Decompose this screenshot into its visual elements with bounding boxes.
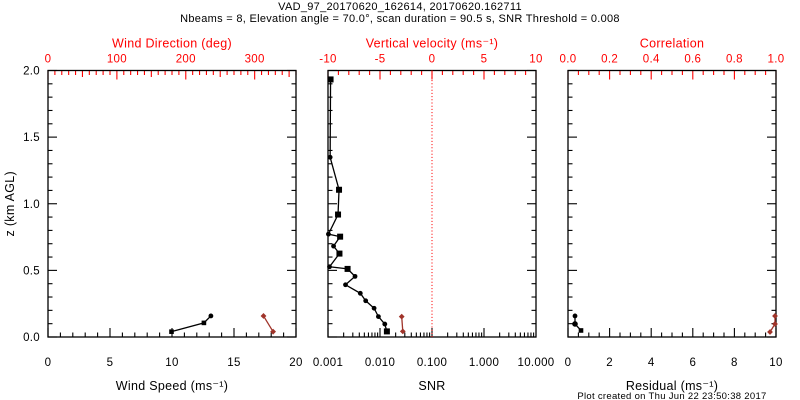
svg-text:15: 15 [227,357,240,369]
svg-text:0.5: 0.5 [23,265,40,277]
svg-text:0.010: 0.010 [365,357,395,369]
svg-text:8: 8 [731,357,738,369]
svg-text:Plot created on Thu Jun 22 23:: Plot created on Thu Jun 22 23:50:38 2017 [577,391,766,400]
svg-text:10: 10 [165,357,178,369]
svg-text:VAD_97_20170620_162614, 201706: VAD_97_20170620_162614, 20170620.162711 [278,1,522,13]
svg-text:0.6: 0.6 [684,54,701,66]
svg-text:300: 300 [245,54,265,66]
svg-text:10.000: 10.000 [518,357,555,369]
svg-text:Vertical velocity (ms⁻¹): Vertical velocity (ms⁻¹) [366,37,499,51]
svg-text:0.8: 0.8 [726,54,743,66]
svg-text:0.4: 0.4 [643,54,660,66]
svg-text:0.100: 0.100 [417,357,447,369]
svg-text:Wind Direction (deg): Wind Direction (deg) [112,37,232,51]
svg-text:z (km AGL): z (km AGL) [3,171,17,237]
svg-text:100: 100 [107,54,127,66]
svg-text:-10: -10 [319,54,337,66]
svg-text:20: 20 [289,357,302,369]
svg-text:0: 0 [429,54,436,66]
svg-text:6: 6 [689,357,696,369]
svg-text:Nbeams = 8, Elevation angle =: Nbeams = 8, Elevation angle = 70.0°, sca… [180,13,620,25]
svg-text:200: 200 [176,54,196,66]
svg-text:10: 10 [769,357,782,369]
svg-text:1.0: 1.0 [768,54,785,66]
svg-text:5: 5 [481,54,488,66]
svg-text:SNR: SNR [418,379,445,393]
svg-text:-5: -5 [375,54,386,66]
svg-text:Correlation: Correlation [640,37,704,51]
svg-text:1.0: 1.0 [23,199,40,211]
svg-text:0.0: 0.0 [23,332,40,344]
svg-text:1.000: 1.000 [469,357,499,369]
svg-text:2.0: 2.0 [23,66,40,78]
svg-text:0: 0 [565,357,572,369]
svg-text:0.0: 0.0 [560,54,577,66]
svg-text:1.5: 1.5 [23,132,40,144]
svg-text:0: 0 [45,54,52,66]
svg-text:0.2: 0.2 [601,54,618,66]
svg-text:10: 10 [529,54,542,66]
svg-text:0: 0 [45,357,52,369]
svg-text:2: 2 [606,357,613,369]
svg-text:Wind Speed (ms⁻¹): Wind Speed (ms⁻¹) [116,379,228,393]
svg-text:4: 4 [648,357,655,369]
svg-text:0.001: 0.001 [313,357,343,369]
svg-text:5: 5 [107,357,114,369]
